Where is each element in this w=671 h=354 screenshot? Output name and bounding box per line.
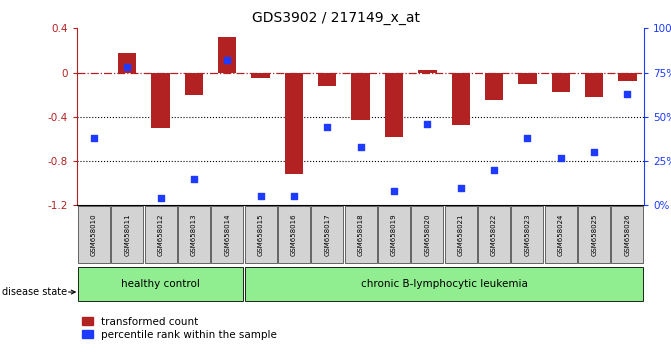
Text: GSM658013: GSM658013 [191, 213, 197, 256]
Bar [452, 73, 470, 125]
Bar [285, 73, 303, 175]
FancyBboxPatch shape [311, 206, 344, 263]
FancyBboxPatch shape [611, 206, 643, 263]
Point [122, 64, 133, 70]
FancyBboxPatch shape [345, 206, 376, 263]
Bar [118, 53, 136, 73]
FancyBboxPatch shape [411, 206, 444, 263]
Text: healthy control: healthy control [121, 279, 200, 289]
Text: GSM658012: GSM658012 [158, 213, 164, 256]
Point [488, 167, 499, 173]
Point [456, 185, 466, 190]
Text: disease state: disease state [2, 287, 67, 297]
Bar [152, 73, 170, 128]
FancyBboxPatch shape [211, 206, 244, 263]
Text: GSM658017: GSM658017 [324, 213, 330, 256]
Point [189, 176, 199, 182]
Bar [418, 70, 437, 73]
Bar [252, 73, 270, 78]
Point [155, 195, 166, 201]
Text: GDS3902 / 217149_x_at: GDS3902 / 217149_x_at [252, 11, 419, 25]
Bar [352, 73, 370, 120]
FancyBboxPatch shape [78, 267, 244, 301]
Point [322, 125, 333, 130]
Text: GSM658016: GSM658016 [291, 213, 297, 256]
Bar [552, 73, 570, 92]
Text: GSM658011: GSM658011 [124, 213, 130, 256]
Bar [385, 73, 403, 137]
Point [89, 135, 99, 141]
Bar [318, 73, 336, 86]
FancyBboxPatch shape [511, 206, 544, 263]
FancyBboxPatch shape [445, 206, 476, 263]
Point [356, 144, 366, 150]
Text: GSM658026: GSM658026 [625, 213, 631, 256]
Text: GSM658010: GSM658010 [91, 213, 97, 256]
FancyBboxPatch shape [278, 206, 310, 263]
Text: GSM658020: GSM658020 [424, 213, 430, 256]
FancyBboxPatch shape [545, 206, 577, 263]
Point [255, 194, 266, 199]
FancyBboxPatch shape [78, 206, 110, 263]
FancyBboxPatch shape [178, 206, 210, 263]
FancyBboxPatch shape [144, 206, 176, 263]
Bar [218, 37, 236, 73]
Bar [618, 73, 637, 81]
Bar [585, 73, 603, 97]
Text: GSM658015: GSM658015 [258, 213, 264, 256]
FancyBboxPatch shape [245, 206, 276, 263]
FancyBboxPatch shape [378, 206, 410, 263]
FancyBboxPatch shape [245, 267, 643, 301]
Text: GSM658025: GSM658025 [591, 213, 597, 256]
Point [522, 135, 533, 141]
Legend: transformed count, percentile rank within the sample: transformed count, percentile rank withi… [83, 317, 277, 340]
Point [422, 121, 433, 127]
Text: GSM658018: GSM658018 [358, 213, 364, 256]
Bar [485, 73, 503, 100]
Text: GSM658019: GSM658019 [391, 213, 397, 256]
Point [222, 57, 233, 63]
Text: chronic B-lymphocytic leukemia: chronic B-lymphocytic leukemia [360, 279, 527, 289]
Text: GSM658014: GSM658014 [224, 213, 230, 256]
FancyBboxPatch shape [478, 206, 510, 263]
Text: GSM658024: GSM658024 [558, 213, 564, 256]
Point [588, 149, 599, 155]
Point [622, 91, 633, 97]
FancyBboxPatch shape [578, 206, 610, 263]
Point [289, 194, 299, 199]
Bar [185, 73, 203, 95]
Point [556, 155, 566, 160]
Text: GSM658021: GSM658021 [458, 213, 464, 256]
Point [389, 188, 399, 194]
Text: GSM658023: GSM658023 [525, 213, 531, 256]
Bar [518, 73, 537, 84]
Text: GSM658022: GSM658022 [491, 213, 497, 256]
FancyBboxPatch shape [111, 206, 143, 263]
